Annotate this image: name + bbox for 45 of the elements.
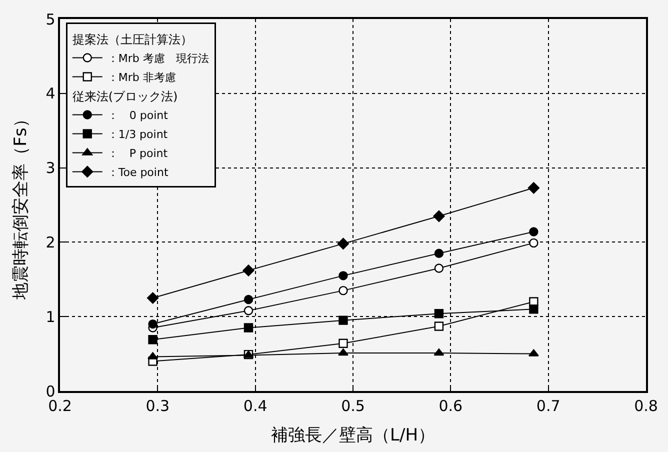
x-tick-label: 0.8 — [634, 396, 658, 415]
legend-label: ：Mrb 非考慮 — [107, 71, 176, 84]
point — [148, 335, 158, 344]
point — [146, 292, 159, 304]
point — [244, 294, 254, 304]
annotation: 従来法(ブロック法) — [72, 89, 178, 104]
x-tick-label: 0.6 — [438, 396, 463, 415]
point — [338, 316, 348, 325]
y-tick-label: 2 — [46, 233, 56, 252]
legend-label: ：Toe point — [107, 166, 169, 180]
point — [242, 264, 254, 276]
point — [337, 238, 350, 250]
point — [434, 264, 444, 273]
x-axis-title: 補強長／壁高（L/H） — [271, 426, 435, 446]
y-tick-label: 3 — [46, 159, 56, 178]
legend-label: ： P point — [107, 147, 168, 160]
y-tick-label: 1 — [46, 308, 56, 326]
point — [434, 309, 444, 318]
y-axis-title: 地震時転倒安全率（Fs） — [10, 110, 31, 300]
point — [434, 322, 444, 331]
point — [529, 238, 538, 248]
legend-label: ： 0 point — [107, 109, 169, 122]
x-tick-label: 0.5 — [341, 396, 365, 415]
point — [529, 227, 538, 236]
y-tick-label: 4 — [46, 84, 56, 103]
point — [528, 182, 540, 194]
point — [244, 306, 254, 316]
point — [338, 338, 348, 348]
legend-label: ：1/3 point — [107, 128, 168, 142]
x-tick-label: 0.4 — [243, 396, 268, 415]
y-tick-label: 5 — [46, 10, 56, 28]
point — [434, 348, 444, 356]
point — [148, 352, 158, 360]
point — [338, 286, 348, 296]
point — [529, 304, 538, 314]
point — [244, 323, 254, 332]
legend-label: ：Mrb 考慮 現行法 — [107, 52, 209, 66]
point — [338, 271, 348, 280]
x-tick-label: 0.3 — [146, 396, 170, 415]
point — [148, 319, 158, 329]
point — [433, 210, 445, 222]
x-tick-label: 0.7 — [536, 396, 560, 415]
point — [338, 348, 348, 356]
annotation: 提案法（土圧計算法） — [72, 32, 192, 46]
point — [434, 248, 444, 258]
